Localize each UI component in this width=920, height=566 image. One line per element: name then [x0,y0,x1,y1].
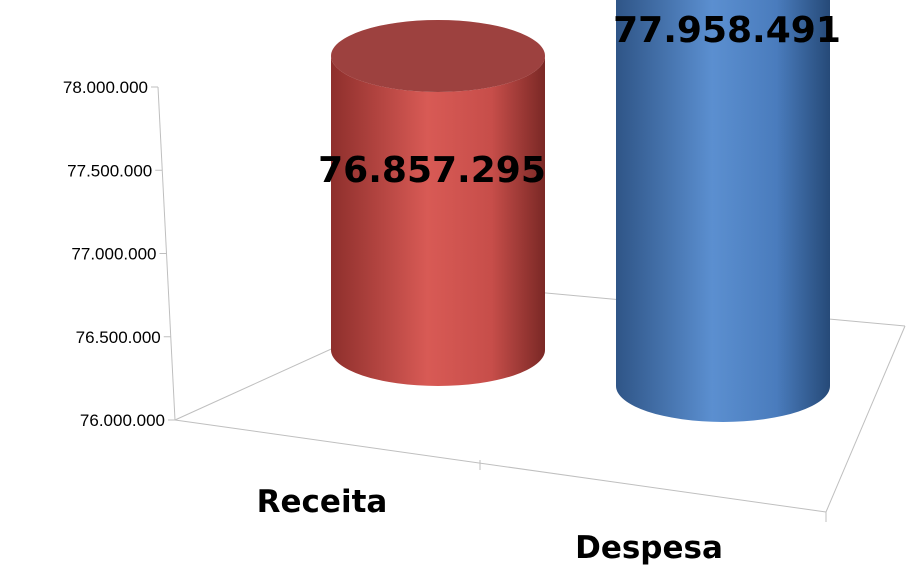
bar-top [331,19,545,92]
bar-body [616,0,830,422]
y-tick-label: 78.000.000 [63,78,148,97]
y-tick-label: 77.000.000 [71,245,156,264]
data-label: 76.857.295 [318,150,546,191]
bar-receita: 76.857.295 [318,19,546,386]
data-label: 77.958.491 [613,10,841,51]
floor-right-edge [825,325,906,513]
y-tick-label: 76.500.000 [76,328,161,347]
floor-front-edge [174,419,827,513]
y-tick-label: 77.500.000 [67,161,152,180]
bar-despesa: 77.958.491 [613,0,841,422]
y-tick-label: 76.000.000 [80,411,165,430]
category-label: Receita [257,484,388,520]
y-axis: 76.000.000 76.500.000 77.000.000 77.500.000… [63,78,175,430]
bars: 76.857.295 77.958.491 [318,0,841,422]
x-axis: Receita Despesa [257,484,723,566]
bar-body [331,55,545,386]
bar-top-shade [331,19,545,92]
category-label: Despesa [575,530,723,566]
